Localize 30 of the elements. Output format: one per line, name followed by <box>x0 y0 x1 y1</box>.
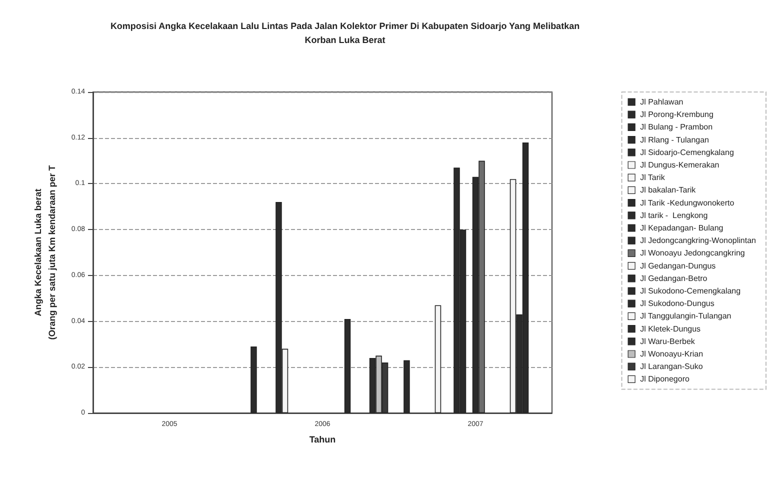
chart-title: Komposisi Angka Kecelakaan Lalu Lintas Pada Jalan Kolektor Primer Di Kabupaten Sidoarjo Yang Melibatkan Korban Luka Berat <box>110 21 580 45</box>
legend-label: Jl Waru-Berbek <box>640 336 696 346</box>
legend-label: Jl Tanggulangin-Tulangan <box>640 312 732 321</box>
legend-label: Jl Sukodono-Cemengkalang <box>640 286 741 296</box>
x-axis-title: Tahun <box>309 434 336 444</box>
legend-label: Jl Kletek-Dungus <box>640 324 701 334</box>
legend-label: Jl Porong-Krembung <box>640 110 714 120</box>
legend-label: Jl Wonoayu Jedongcangkring <box>640 248 745 258</box>
bar <box>344 318 351 413</box>
legend-label: Jl bakalan-Tarik <box>640 186 697 195</box>
legend-label: Jl Wonoayu-Krian <box>640 350 704 358</box>
legend-label: Jl Larangan-Suko <box>640 362 704 372</box>
legend-label: Jl Gedangan-Betro <box>640 274 708 283</box>
bar <box>250 346 257 413</box>
bar <box>404 360 410 413</box>
legend-label: Jl Tarik <box>640 173 666 182</box>
legend-label: Jl Bulang - Prambon <box>640 122 713 132</box>
legend-label: Jl Gedangan-Dungus <box>640 261 716 270</box>
legend-label: Jl tarik - Lengkong <box>640 210 708 220</box>
bar <box>434 305 442 413</box>
legend-label: Jl Tarik -Kedungwonokerto <box>640 198 735 208</box>
legend-label: Jl Sukodono-Dungus <box>640 299 714 308</box>
legend-label: Jl Sidoarjo-Cemengkalang <box>640 148 734 157</box>
legend-label: Jl Dungus-Kemerakan <box>640 160 720 170</box>
y-axis-title: Angka Kecelakaan Luka berat (Orang per satu juta Km kendaraan per T <box>33 164 57 340</box>
legend-label: Jl Jedongcangkring-Wonoplintan <box>640 236 756 246</box>
legend-label: Jl Diponegoro <box>640 374 690 384</box>
legend-label: Jl Pahlawan <box>640 98 684 106</box>
legend-label: Jl Rlang - Tulangan <box>640 135 710 144</box>
legend-label: Jl Kepadangan- Bulang <box>640 224 724 232</box>
